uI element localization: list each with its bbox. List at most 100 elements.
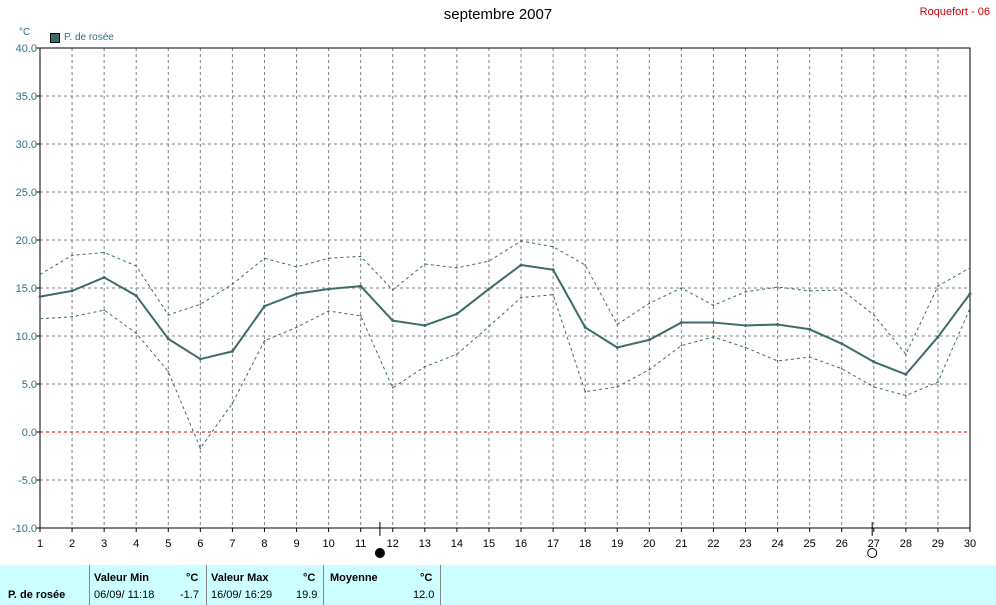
point-min bbox=[391, 387, 394, 389]
point-mean bbox=[808, 327, 812, 331]
point-max bbox=[872, 314, 875, 316]
point-max bbox=[937, 285, 939, 287]
x-tick-label: 28 bbox=[900, 538, 912, 550]
point-mean bbox=[359, 284, 363, 288]
stats-max-cell: Valeur Max °C 16/09/ 16:29 19.9 bbox=[207, 565, 324, 605]
point-min bbox=[648, 368, 651, 371]
axes: 40.0 35.0 30.0 25.0 20.0 15.0 10.0 5.0 0.0 -5.0 -1… bbox=[12, 43, 976, 550]
point-mean bbox=[647, 338, 651, 342]
x-tick-label: 22 bbox=[707, 538, 719, 550]
y-tick-label: 10.0 bbox=[16, 331, 37, 343]
point-min bbox=[231, 402, 234, 405]
stats-avg-cell: Moyenne °C 12.0 bbox=[324, 565, 441, 605]
point-min bbox=[520, 296, 522, 299]
point-mean bbox=[840, 342, 844, 346]
x-tick-label: 19 bbox=[611, 538, 623, 550]
point-min bbox=[552, 293, 554, 296]
point-max bbox=[712, 304, 715, 307]
station-label: Roquefort - 06 bbox=[919, 6, 990, 18]
point-mean bbox=[615, 346, 619, 350]
point-max bbox=[520, 240, 522, 242]
x-tick-label: 24 bbox=[771, 538, 783, 550]
point-max bbox=[488, 260, 490, 262]
y-axis-unit: °C bbox=[19, 27, 31, 38]
legend-swatch bbox=[50, 32, 60, 43]
point-mean bbox=[38, 295, 42, 299]
point-min bbox=[840, 367, 843, 370]
point-max bbox=[199, 303, 202, 306]
max-unit: °C bbox=[303, 572, 316, 584]
stats-series-label: P. de rosée bbox=[8, 589, 66, 601]
point-mean bbox=[744, 323, 748, 327]
point-min bbox=[969, 307, 971, 309]
point-mean bbox=[134, 294, 138, 298]
point-mean bbox=[327, 287, 331, 291]
point-min bbox=[71, 316, 73, 318]
point-max bbox=[39, 273, 41, 276]
plot-frame bbox=[39, 47, 971, 529]
point-mean bbox=[166, 337, 170, 341]
point-max bbox=[231, 283, 234, 285]
point-max bbox=[840, 289, 843, 291]
min-date: 06/09/ 11:18 bbox=[94, 589, 155, 601]
point-max bbox=[552, 245, 554, 248]
x-tick-label: 27 bbox=[868, 538, 880, 550]
x-tick-label: 23 bbox=[739, 538, 751, 550]
min-value: -1.7 bbox=[180, 589, 199, 601]
x-tick-label: 15 bbox=[483, 538, 495, 550]
legend-label: P. de rosée bbox=[64, 32, 114, 43]
x-tick-label: 6 bbox=[197, 538, 203, 550]
point-max bbox=[808, 290, 811, 292]
point-max bbox=[359, 255, 362, 258]
point-min bbox=[263, 340, 266, 342]
point-mean bbox=[198, 357, 202, 361]
point-mean bbox=[423, 323, 427, 327]
point-min bbox=[424, 365, 426, 368]
chart: 40.0 35.0 30.0 25.0 20.0 15.0 10.0 5.0 0.0 -5.0 -1… bbox=[12, 43, 976, 558]
point-mean bbox=[936, 335, 940, 339]
point-min bbox=[327, 310, 330, 312]
avg-header: Moyenne bbox=[330, 572, 378, 584]
point-max bbox=[71, 254, 73, 257]
y-tick-label: -5.0 bbox=[18, 475, 37, 487]
x-tick-label: 9 bbox=[293, 538, 299, 550]
point-mean bbox=[487, 287, 491, 291]
point-max bbox=[744, 291, 747, 293]
avg-unit: °C bbox=[420, 572, 433, 584]
point-max bbox=[424, 263, 426, 265]
series-line-min bbox=[39, 294, 971, 449]
full-moon-icon bbox=[867, 548, 878, 558]
moon-markers bbox=[374, 522, 878, 558]
point-min bbox=[744, 346, 747, 349]
x-tick-label: 20 bbox=[643, 538, 655, 550]
point-mean bbox=[711, 321, 715, 325]
point-max bbox=[391, 289, 394, 291]
point-max bbox=[135, 265, 138, 267]
point-min bbox=[199, 447, 202, 450]
point-mean bbox=[519, 263, 523, 267]
point-mean bbox=[551, 268, 555, 272]
point-min bbox=[39, 317, 41, 320]
min-unit: °C bbox=[186, 572, 199, 584]
stats-series-cell: P. de rosée bbox=[0, 565, 90, 605]
point-min bbox=[937, 381, 939, 383]
max-value: 19.9 bbox=[296, 589, 318, 601]
series-line-mean bbox=[39, 263, 971, 376]
point-mean bbox=[455, 312, 459, 316]
new-moon-icon bbox=[374, 548, 385, 558]
y-tick-label: 40.0 bbox=[16, 43, 37, 55]
point-min bbox=[103, 309, 105, 311]
x-tick-label: 12 bbox=[387, 538, 399, 550]
point-max bbox=[969, 267, 971, 269]
point-min bbox=[905, 394, 907, 397]
point-mean bbox=[968, 292, 972, 296]
point-max bbox=[616, 323, 619, 326]
y-tick-label: 30.0 bbox=[16, 139, 37, 151]
x-tick-label: 26 bbox=[836, 538, 848, 550]
avg-value: 12.0 bbox=[413, 589, 435, 601]
point-max bbox=[584, 264, 586, 266]
point-max bbox=[680, 287, 683, 289]
point-max bbox=[776, 286, 779, 288]
x-tick-label: 29 bbox=[932, 538, 944, 550]
point-max bbox=[103, 251, 105, 254]
